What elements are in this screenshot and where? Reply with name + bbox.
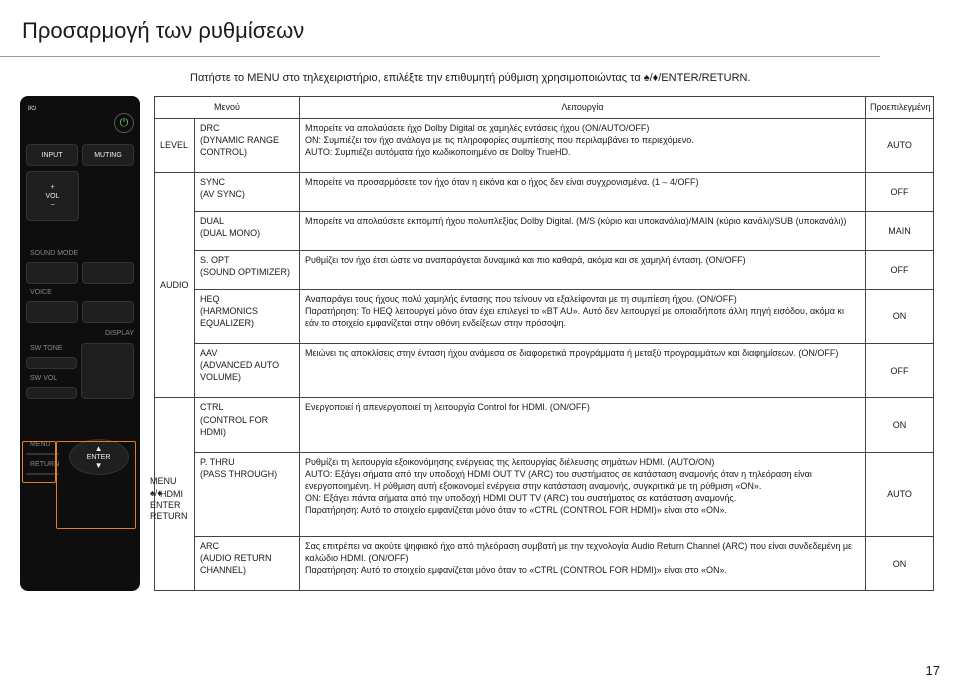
remote-label-sound-mode: SOUND MODE [30, 250, 134, 257]
th-menu: Μενού [155, 97, 300, 118]
func-cell: Ενεργοποιεί ή απενεργοποιεί τη λειτουργί… [300, 398, 866, 452]
menu-cell: DUAL (DUAL MONO) [195, 211, 300, 250]
power-label: I/⏻ [28, 106, 134, 113]
func-cell: Μπορείτε να προσαρμόσετε τον ήχο όταν η … [300, 172, 866, 211]
category-cell: AUDIO [155, 172, 195, 398]
dpad-up-icon: ▲ [95, 444, 103, 453]
remote-btn-sound2 [82, 262, 134, 284]
default-cell: ON [866, 289, 934, 343]
default-cell: ON [866, 537, 934, 591]
remote-label-menu: MENU [30, 441, 59, 448]
intro-text: Πατήστε το MENU στο τηλεχειριστήριο, επι… [190, 71, 940, 86]
default-cell: OFF [866, 250, 934, 289]
menu-cell: AAV (ADVANCED AUTO VOLUME) [195, 344, 300, 398]
power-icon: ⏻ [114, 113, 134, 133]
default-cell: AUTO [866, 452, 934, 537]
remote-label-sw-vol: SW VOL [30, 375, 77, 382]
menu-cell: CTRL (CONTROL FOR HDMI) [195, 398, 300, 452]
default-cell: AUTO [866, 118, 934, 172]
func-cell: Σας επιτρέπει να ακούτε ψηφιακό ήχο από … [300, 537, 866, 591]
remote-btn-swtone [26, 357, 77, 369]
remote-caption: MENU ♠/♦ ENTER RETURN [150, 476, 188, 523]
default-cell: OFF [866, 172, 934, 211]
func-cell: Ρυθμίζει τη λειτουργία εξοικονόμησης ενέ… [300, 452, 866, 537]
menu-cell: SYNC (AV SYNC) [195, 172, 300, 211]
menu-cell: S. OPT (SOUND OPTIMIZER) [195, 250, 300, 289]
remote-btn-sound1 [26, 262, 78, 284]
menu-cell: HEQ (HARMONICS EQUALIZER) [195, 289, 300, 343]
remote-btn-enter: ENTER [87, 454, 111, 461]
page-title: Προσαρμογή των ρυθμίσεων [0, 0, 960, 57]
default-cell: OFF [866, 344, 934, 398]
remote-btn-voice2 [82, 301, 134, 323]
th-default: Προεπιλεγμένη [866, 97, 934, 118]
remote-btn-input: INPUT [26, 144, 78, 166]
func-cell: Μειώνει τις αποκλίσεις στην ένταση ήχου … [300, 344, 866, 398]
func-cell: Μπορείτε να απολαύσετε εκπομπή ήχου πολυ… [300, 211, 866, 250]
func-cell: Ρυθμίζει τον ήχο έτσι ώστε να αναπαράγετ… [300, 250, 866, 289]
remote-btn-vol: +VOL− [26, 171, 79, 221]
remote-column: I/⏻ ⏻ INPUT MUTING +VOL− SOUND MODE VOIC… [20, 96, 140, 591]
remote-btn-menu [26, 453, 59, 455]
remote-label-return: RETURN [30, 461, 59, 468]
default-cell: MAIN [866, 211, 934, 250]
remote-btn-voice1 [26, 301, 78, 323]
remote-label-display: DISPLAY [84, 330, 134, 337]
remote-label-voice: VOICE [30, 289, 134, 296]
remote-dpad: ▲ ▼ ENTER [69, 439, 129, 475]
settings-table: Μενού Λειτουργία Προεπιλεγμένη LEVELDRC … [154, 96, 934, 591]
remote-graphic: I/⏻ ⏻ INPUT MUTING +VOL− SOUND MODE VOIC… [20, 96, 140, 591]
menu-cell: DRC (DYNAMIC RANGE CONTROL) [195, 118, 300, 172]
func-cell: Αναπαράγει τους ήχους πολύ χαμηλής έντασ… [300, 289, 866, 343]
th-func: Λειτουργία [300, 97, 866, 118]
default-cell: ON [866, 398, 934, 452]
menu-cell: P. THRU (PASS THROUGH) [195, 452, 300, 537]
content: Πατήστε το MENU στο τηλεχειριστήριο, επι… [0, 57, 960, 591]
remote-btn-swvol [26, 387, 77, 399]
remote-label-sw-tone: SW TONE [30, 345, 77, 352]
menu-cell: ARC (AUDIO RETURN CHANNEL) [195, 537, 300, 591]
remote-btn-display [81, 343, 134, 399]
func-cell: Μπορείτε να απολαύσετε ήχο Dolby Digital… [300, 118, 866, 172]
dpad-down-icon: ▼ [95, 461, 103, 470]
page-number: 17 [926, 663, 940, 678]
remote-btn-muting: MUTING [82, 144, 134, 166]
remote-btn-return [26, 473, 59, 475]
category-cell: LEVEL [155, 118, 195, 172]
